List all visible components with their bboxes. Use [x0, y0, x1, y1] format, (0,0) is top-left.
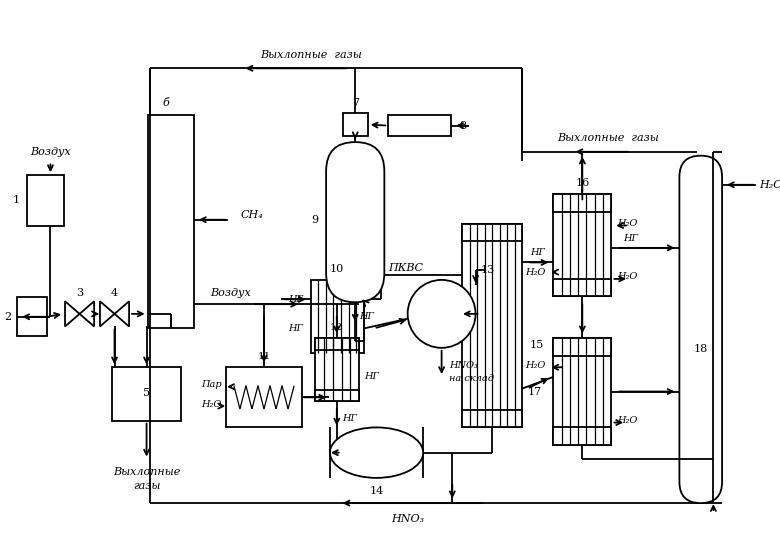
Text: Н₂О: Н₂О — [201, 400, 222, 409]
Text: НГ: НГ — [623, 234, 638, 243]
Polygon shape — [115, 301, 129, 326]
Text: Н₂О: Н₂О — [525, 268, 545, 276]
Text: Воздух: Воздух — [30, 147, 71, 157]
Text: 16: 16 — [575, 178, 590, 188]
Bar — [27, 175, 64, 226]
Text: НГ: НГ — [360, 312, 374, 321]
Text: 13: 13 — [480, 265, 495, 275]
Text: 9: 9 — [311, 215, 318, 225]
Bar — [553, 279, 612, 296]
Bar — [226, 367, 302, 427]
Bar — [315, 338, 359, 401]
Circle shape — [408, 280, 476, 348]
FancyBboxPatch shape — [679, 155, 722, 503]
Text: 12: 12 — [330, 323, 343, 332]
Text: б: б — [162, 98, 169, 108]
Text: НГ: НГ — [342, 414, 357, 423]
Bar — [462, 223, 522, 427]
Ellipse shape — [330, 427, 424, 478]
Bar — [553, 195, 612, 212]
FancyBboxPatch shape — [326, 142, 385, 302]
Text: Н₂О: Н₂О — [759, 180, 780, 190]
Text: 2: 2 — [5, 312, 12, 322]
Bar — [553, 195, 612, 296]
Text: газы: газы — [133, 481, 160, 491]
Text: НNO₃: НNO₃ — [449, 361, 478, 370]
Text: 5: 5 — [143, 388, 150, 399]
Text: Выхлопные  газы: Выхлопные газы — [557, 133, 658, 143]
Text: Воздух: Воздух — [211, 288, 251, 298]
Text: Выхлопные  газы: Выхлопные газы — [260, 50, 361, 60]
Bar — [342, 113, 368, 136]
Text: НГ: НГ — [288, 295, 303, 304]
Polygon shape — [65, 301, 80, 326]
Text: НГ: НГ — [288, 324, 303, 333]
Bar — [462, 223, 522, 241]
Bar — [553, 427, 612, 445]
Text: 3: 3 — [76, 288, 83, 298]
Text: 10: 10 — [330, 264, 344, 274]
Bar — [17, 298, 47, 336]
Text: Выхлопные: Выхлопные — [113, 467, 180, 477]
Text: 8: 8 — [459, 121, 466, 131]
Text: 7: 7 — [352, 98, 359, 108]
Text: Н₂О: Н₂О — [617, 273, 637, 281]
Bar — [147, 115, 194, 328]
Text: Н₂О: Н₂О — [617, 219, 637, 228]
Text: 15: 15 — [530, 340, 544, 350]
Text: на склад: на склад — [449, 374, 495, 383]
Text: 4: 4 — [111, 288, 118, 298]
Polygon shape — [100, 301, 115, 326]
Bar — [315, 389, 359, 401]
Text: ПКВС: ПКВС — [388, 263, 424, 273]
Text: 11: 11 — [257, 352, 271, 361]
Text: 14: 14 — [370, 487, 384, 497]
Polygon shape — [80, 301, 94, 326]
Text: НГ: НГ — [364, 373, 379, 382]
Bar — [112, 367, 182, 421]
Bar — [388, 115, 452, 136]
Text: 17: 17 — [527, 387, 541, 397]
Text: Н₂О: Н₂О — [525, 361, 545, 370]
Text: Н₂О: Н₂О — [617, 416, 637, 425]
Text: 18: 18 — [693, 344, 708, 354]
Text: НГ: НГ — [530, 248, 545, 257]
Text: НNO₃: НNO₃ — [391, 514, 424, 524]
Bar — [462, 410, 522, 427]
Bar — [553, 338, 612, 356]
Bar — [553, 338, 612, 445]
Bar — [310, 280, 364, 353]
Text: СН₄: СН₄ — [241, 210, 264, 220]
Text: 1: 1 — [12, 195, 20, 205]
Bar — [315, 338, 359, 350]
Text: Пар: Пар — [200, 380, 222, 389]
